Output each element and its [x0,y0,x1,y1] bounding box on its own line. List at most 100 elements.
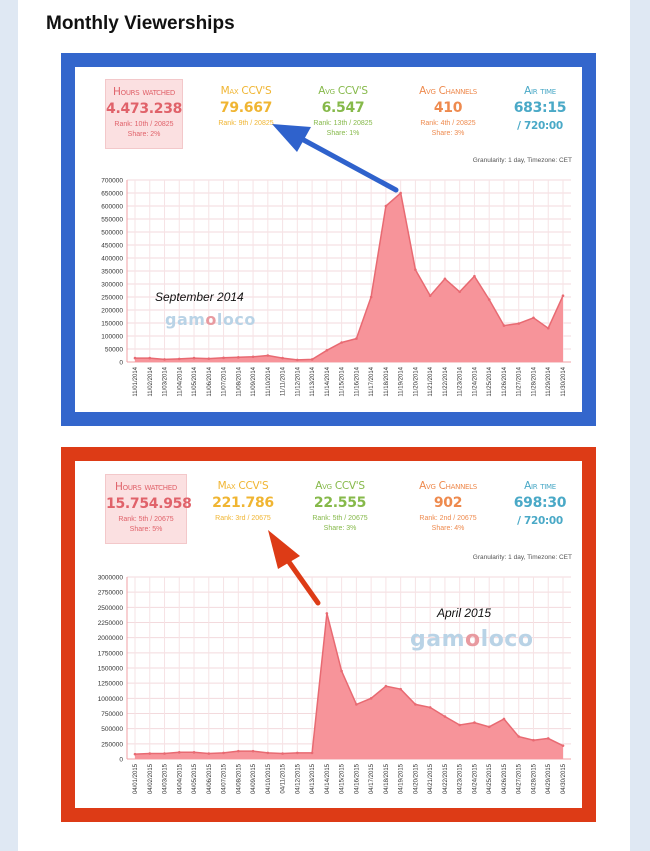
x-tick-label: 11/02/2014 [148,366,154,396]
x-tick-label: 11/25/2014 [487,366,493,396]
data-point [414,268,417,271]
x-tick-label: 11/14/2014 [325,366,331,396]
panel-april-2015: Hours watched 15.754.958 Rank: 5th / 206… [61,447,596,822]
data-point [502,717,506,721]
stat-label: Max CCV'S [217,480,269,492]
data-point [237,749,240,753]
x-tick-label: 04/24/2015 [472,763,478,794]
x-tick-label: 11/21/2014 [428,366,434,396]
series-line [135,191,564,361]
red-arrow-icon [268,530,321,606]
stat-share: Share: 1% [326,130,360,137]
stat-air-time: Air time 683:15 / 720:00 [505,85,575,132]
data-point [532,738,535,742]
stat-air-total: / 720:00 [517,515,563,527]
y-tick-label: 1000000 [98,696,124,703]
y-tick-label: 50000 [105,347,123,354]
x-tick-label: 04/10/2015 [266,763,272,794]
data-point [237,356,240,359]
x-tick-label: 04/01/2015 [133,763,139,794]
stat-label: Air time [524,480,556,492]
data-point [251,355,255,359]
data-point [414,703,417,706]
data-point [517,322,521,325]
y-tick-label: 2500000 [98,605,124,612]
data-point [192,751,196,754]
x-tick-label: 04/09/2015 [251,763,257,794]
data-point [473,721,476,724]
stat-rank: Rank: 4th / 20825 [420,120,476,127]
data-point [384,684,388,688]
data-point [177,751,181,754]
x-tick-label: 11/17/2014 [369,366,375,396]
data-point [399,687,402,691]
y-tick-label: 250000 [101,741,123,748]
data-point [266,751,270,755]
data-point [310,358,314,361]
granularity-note: Granularity: 1 day, Timezone: CET [472,157,572,164]
x-tick-label: 11/16/2014 [354,366,360,396]
x-tick-label: 04/16/2015 [354,763,360,794]
data-point [325,612,329,615]
y-tick-label: 500000 [101,230,123,237]
x-tick-label: 04/06/2015 [207,763,213,794]
x-tick-label: 04/05/2015 [192,763,198,794]
logo-part: loco [216,310,256,329]
stat-air-total: / 720:00 [517,120,563,132]
x-tick-label: 11/15/2014 [340,366,346,396]
x-tick-label: 04/21/2015 [428,763,434,794]
stat-label: Avg Channels [419,480,477,492]
panel-september-2014: Hours watched 4.473.238 Rank: 10th / 208… [61,53,596,426]
chart-caption: September 2014 [155,290,244,304]
logo-part: loco [480,627,534,652]
y-tick-label: 500000 [101,726,123,733]
stat-rank: Rank: 2nd / 20675 [419,515,477,522]
x-tick-label: 11/06/2014 [207,366,213,396]
stat-avg-channels: Avg Channels 410 Rank: 4th / 20825 Share… [403,85,493,139]
x-tick-label: 04/17/2015 [369,763,375,794]
data-point [163,358,166,361]
stat-hours-watched: Hours watched 4.473.238 Rank: 10th / 208… [105,79,183,149]
data-point [369,295,373,299]
logo-part: gam [165,310,206,329]
x-tick-label: 04/13/2015 [310,763,316,794]
data-point [384,204,388,208]
stat-rank: Rank: 5th / 20675 [118,516,174,523]
y-tick-label: 550000 [101,217,123,224]
data-point [251,749,255,753]
stat-rank: Rank: 3rd / 20675 [215,515,271,522]
x-tick-label: 11/13/2014 [310,366,316,396]
stat-label: Avg CCV'S [315,480,365,492]
y-tick-label: 2250000 [98,620,124,627]
data-point [443,277,447,281]
y-tick-label: 2750000 [98,590,124,597]
data-point [163,752,166,755]
stat-value: 4.473.238 [106,101,183,117]
stat-rank: Rank: 13th / 20825 [313,120,373,127]
data-point [546,326,550,330]
y-tick-label: 2000000 [98,635,124,642]
x-tick-label: 11/11/2014 [281,366,287,396]
stat-label: Max CCV'S [220,85,272,97]
y-tick-label: 400000 [101,256,123,263]
data-point [148,356,152,360]
data-point [222,356,225,360]
stat-value: 22.555 [313,495,367,511]
stat-value: 410 [433,100,463,116]
viewership-chart-sept-2014: 0 50000 100000 150000 200000 250000 300000 3500… [101,178,571,397]
stat-value: 683:15 [513,100,567,116]
viewership-chart-apr-2015: 0 250000 500000 750000 1000000 1250000 1500000… [98,575,571,794]
data-point [355,703,358,706]
y-tick-label: 750000 [101,711,123,718]
stat-value: 902 [433,495,463,511]
y-tick-label: 0 [119,757,123,764]
data-point [340,669,343,673]
data-point [561,294,565,297]
stat-max-ccv: Max CCV'S 79.667 Rank: 9th / 20825 [206,85,286,129]
x-tick-label: 11/29/2014 [546,366,552,396]
data-point [222,751,225,755]
data-point [148,752,152,755]
stat-share: Share: 5% [129,526,163,533]
y-tick-label: 250000 [101,295,123,302]
